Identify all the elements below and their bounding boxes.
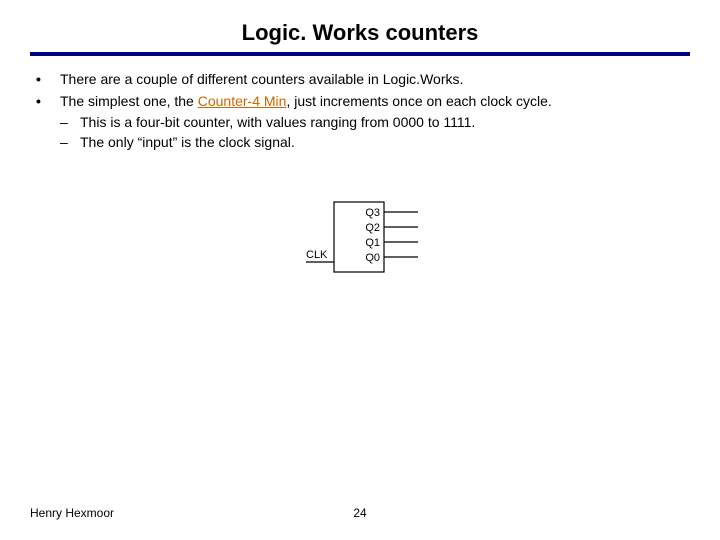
bullet-item: • The simplest one, the Counter-4 Min, j… <box>36 92 684 112</box>
sub-marker: – <box>60 113 80 133</box>
bullet-item: • There are a couple of different counte… <box>36 70 684 90</box>
counter-diagram: CLK Q3 Q2 Q1 Q0 <box>290 192 430 280</box>
svg-text:Q3: Q3 <box>365 207 380 219</box>
svg-text:Q0: Q0 <box>365 252 380 264</box>
text-post: , just increments once on each clock cyc… <box>286 93 551 109</box>
svg-text:Q2: Q2 <box>365 222 380 234</box>
sub-marker: – <box>60 133 80 153</box>
text-pre: The simplest one, the <box>60 93 198 109</box>
sub-text: This is a four-bit counter, with values … <box>80 113 475 133</box>
svg-text:CLK: CLK <box>306 249 328 261</box>
slide: Logic. Works counters • There are a coup… <box>0 0 720 540</box>
content-area: • There are a couple of different counte… <box>30 70 690 280</box>
slide-title: Logic. Works counters <box>30 20 690 52</box>
bullet-marker: • <box>36 92 60 112</box>
footer-page: 24 <box>353 506 366 520</box>
footer: Henry Hexmoor 24 <box>30 506 690 520</box>
footer-author: Henry Hexmoor <box>30 506 114 520</box>
highlight-text: Counter-4 Min <box>198 93 287 109</box>
sub-text: The only “input” is the clock signal. <box>80 133 295 153</box>
bullet-text: The simplest one, the Counter-4 Min, jus… <box>60 92 684 112</box>
bullet-text: There are a couple of different counters… <box>60 70 684 90</box>
sub-bullet-item: – The only “input” is the clock signal. <box>60 133 684 153</box>
title-rule <box>30 52 690 56</box>
bullet-marker: • <box>36 70 60 90</box>
sub-bullet-item: – This is a four-bit counter, with value… <box>60 113 684 133</box>
diagram-area: CLK Q3 Q2 Q1 Q0 <box>36 192 684 280</box>
svg-text:Q1: Q1 <box>365 237 380 249</box>
